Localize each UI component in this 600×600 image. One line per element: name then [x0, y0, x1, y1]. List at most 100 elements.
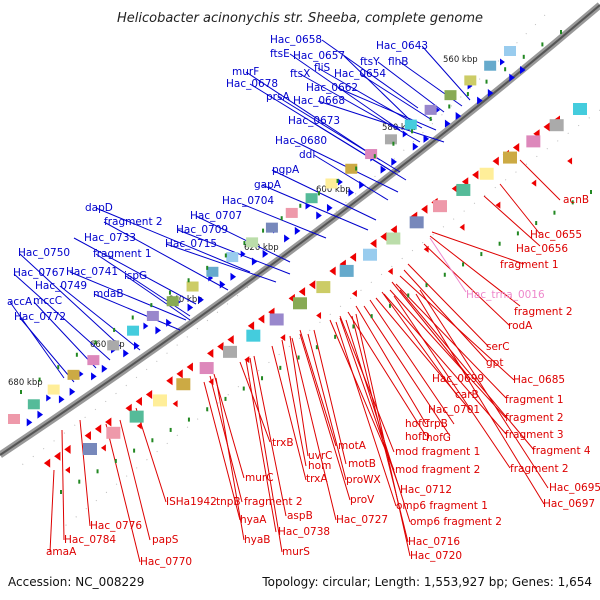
gene-label-forward[interactable]: ispG: [124, 270, 147, 282]
gene-label-forward[interactable]: ftsX: [290, 68, 310, 80]
tick-mark: [242, 386, 245, 391]
gene-label-forward[interactable]: ftsY: [360, 56, 380, 68]
gene-label-reverse[interactable]: hofC: [405, 418, 429, 430]
gene-label-reverse[interactable]: mod fragment 1: [395, 446, 480, 458]
gene-label-reverse[interactable]: acnB: [563, 194, 589, 206]
tick-mark: [504, 67, 507, 72]
gene-label-reverse[interactable]: omp6 fragment 1: [396, 500, 488, 512]
gene-label-forward[interactable]: Hac_0767: [13, 267, 65, 279]
gene-label-reverse[interactable]: proWX: [346, 474, 381, 486]
gene-label-reverse[interactable]: hofD: [405, 431, 430, 443]
gene-label-reverse[interactable]: carB: [455, 389, 479, 401]
gene-label-forward[interactable]: Hac_0741: [66, 266, 118, 278]
gene-label-reverse[interactable]: hom: [308, 460, 331, 472]
gene-label-reverse[interactable]: hyaA: [240, 514, 267, 526]
gene-label-reverse[interactable]: uvrC: [308, 450, 333, 462]
gene-label-reverse[interactable]: serC: [486, 341, 510, 353]
rna-label[interactable]: Hac_trna_0016: [466, 289, 545, 301]
gene-label-reverse[interactable]: mod fragment 2: [395, 464, 480, 476]
gene-label-forward[interactable]: Hac_0749: [35, 280, 87, 292]
tick-mark: [243, 241, 246, 246]
gene-label-reverse[interactable]: Hac_0656: [516, 243, 568, 255]
gene-label-reverse[interactable]: gpt: [486, 357, 503, 369]
gene-label-reverse[interactable]: omp6 fragment 2: [410, 516, 502, 528]
rna-leader-line: [429, 237, 467, 293]
gene-label-forward[interactable]: Hac_0680: [275, 135, 327, 147]
gene-label-forward[interactable]: Hac_0654: [334, 68, 386, 80]
gene-label-reverse[interactable]: Hac_0770: [140, 556, 192, 568]
gene-label-reverse[interactable]: fragment 2: [510, 463, 569, 475]
forward-gene-arrow: [58, 395, 65, 404]
gene-label-forward[interactable]: Hac_0772: [14, 311, 66, 323]
reverse-gene-arrow: [207, 348, 214, 358]
gene-label-reverse[interactable]: fragment 4: [532, 445, 591, 457]
gene-label-forward[interactable]: Hac_0658: [270, 34, 322, 46]
gene-label-reverse[interactable]: murS: [282, 546, 310, 558]
gene-label-reverse[interactable]: murC: [245, 472, 274, 484]
gene-label-forward[interactable]: flhB: [388, 56, 408, 68]
gene-label-reverse[interactable]: Hac_0655: [530, 229, 582, 241]
gene-label-reverse[interactable]: amaA: [46, 546, 77, 558]
gene-label-forward[interactable]: prsA: [266, 91, 290, 103]
gene-label-forward[interactable]: Hac_0662: [306, 82, 358, 94]
gene-label-forward[interactable]: Hac_0668: [293, 95, 345, 107]
gene-label-reverse[interactable]: ISHa1942: [166, 496, 217, 508]
gene-label-forward[interactable]: ddl: [299, 149, 315, 161]
gene-label-forward[interactable]: accA: [7, 296, 33, 308]
gene-label-forward[interactable]: Hac_0715: [165, 238, 217, 250]
gene-label-reverse[interactable]: hofG: [426, 432, 451, 444]
gene-label-reverse[interactable]: fragment 1: [500, 259, 559, 271]
gene-label-reverse[interactable]: frpB: [426, 418, 448, 430]
gene-label-reverse[interactable]: proV: [350, 494, 375, 506]
gene-label-forward[interactable]: Hac_0704: [222, 195, 274, 207]
gene-label-forward[interactable]: Hac_0750: [18, 247, 70, 259]
gene-label-reverse[interactable]: hyaB: [244, 534, 271, 546]
gene-label-forward[interactable]: Hac_0657: [293, 50, 345, 62]
gene-label-forward[interactable]: fliS: [314, 62, 331, 74]
gene-label-forward[interactable]: gapA: [254, 179, 282, 191]
gene-label-forward[interactable]: fragment 1: [93, 248, 152, 260]
gene-label-reverse[interactable]: tnpB fragment 2: [216, 496, 303, 508]
gene-label-forward[interactable]: dapD: [85, 202, 113, 214]
gene-label-reverse[interactable]: Hac_0716: [408, 536, 460, 548]
gene-label-reverse[interactable]: Hac_0776: [90, 520, 142, 532]
gene-label-reverse[interactable]: aspB: [287, 510, 313, 522]
gene-label-reverse[interactable]: Hac_0699: [432, 373, 484, 385]
gene-label-reverse[interactable]: fragment 2: [514, 306, 573, 318]
gene-label-forward[interactable]: fragment 2: [104, 216, 163, 228]
gene-label-reverse[interactable]: Hac_0712: [400, 484, 452, 496]
gene-label-forward[interactable]: murF: [232, 66, 259, 78]
gene-label-reverse[interactable]: Hac_0738: [278, 526, 330, 538]
gene-label-forward[interactable]: Hac_0733: [84, 232, 136, 244]
gene-label-reverse[interactable]: Hac_0784: [64, 534, 116, 546]
gene-label-forward[interactable]: mdaB: [93, 288, 124, 300]
reverse-gene-arrow: [217, 341, 224, 351]
gene-label-reverse[interactable]: papS: [152, 534, 179, 546]
gene-label-reverse[interactable]: fragment 2: [505, 412, 564, 424]
gene-label-forward[interactable]: Hac_0673: [288, 115, 340, 127]
gene-label-reverse[interactable]: trxB: [272, 437, 294, 449]
gene-label-forward[interactable]: Hac_0678: [226, 78, 278, 90]
gene-label-forward[interactable]: mccC: [33, 295, 62, 307]
gene-label-forward[interactable]: Hac_0709: [176, 224, 228, 236]
gene-label-reverse[interactable]: Hac_0697: [543, 498, 595, 510]
gene-label-reverse[interactable]: fragment 3: [505, 429, 564, 441]
gene-label-forward[interactable]: Hac_0643: [376, 40, 428, 52]
gene-label-forward[interactable]: ftsE: [270, 48, 290, 60]
gene-label-reverse[interactable]: Hac_0720: [410, 550, 462, 562]
gene-label-forward[interactable]: pgpA: [272, 164, 300, 176]
gene-label-reverse[interactable]: Hac_0727: [336, 514, 388, 526]
forward-gene-arrow: [133, 341, 140, 350]
gene-label-reverse[interactable]: Hac_0695: [549, 482, 600, 494]
tick-mark: [280, 216, 283, 221]
gene-label-reverse[interactable]: rodA: [508, 320, 533, 332]
gene-label-forward[interactable]: Hac_0707: [190, 210, 242, 222]
forward-gene-arrow: [380, 165, 387, 174]
gene-label-reverse[interactable]: fragment 1: [505, 394, 564, 406]
gene-label-reverse[interactable]: Hac_0701: [428, 404, 480, 416]
gene-label-reverse[interactable]: Hac_0685: [513, 374, 565, 386]
gene-label-reverse[interactable]: trxA: [306, 473, 328, 485]
gene-label-reverse[interactable]: motB: [348, 458, 376, 470]
forward-gene-arrow: [509, 73, 515, 82]
gene-label-reverse[interactable]: motA: [338, 440, 367, 452]
